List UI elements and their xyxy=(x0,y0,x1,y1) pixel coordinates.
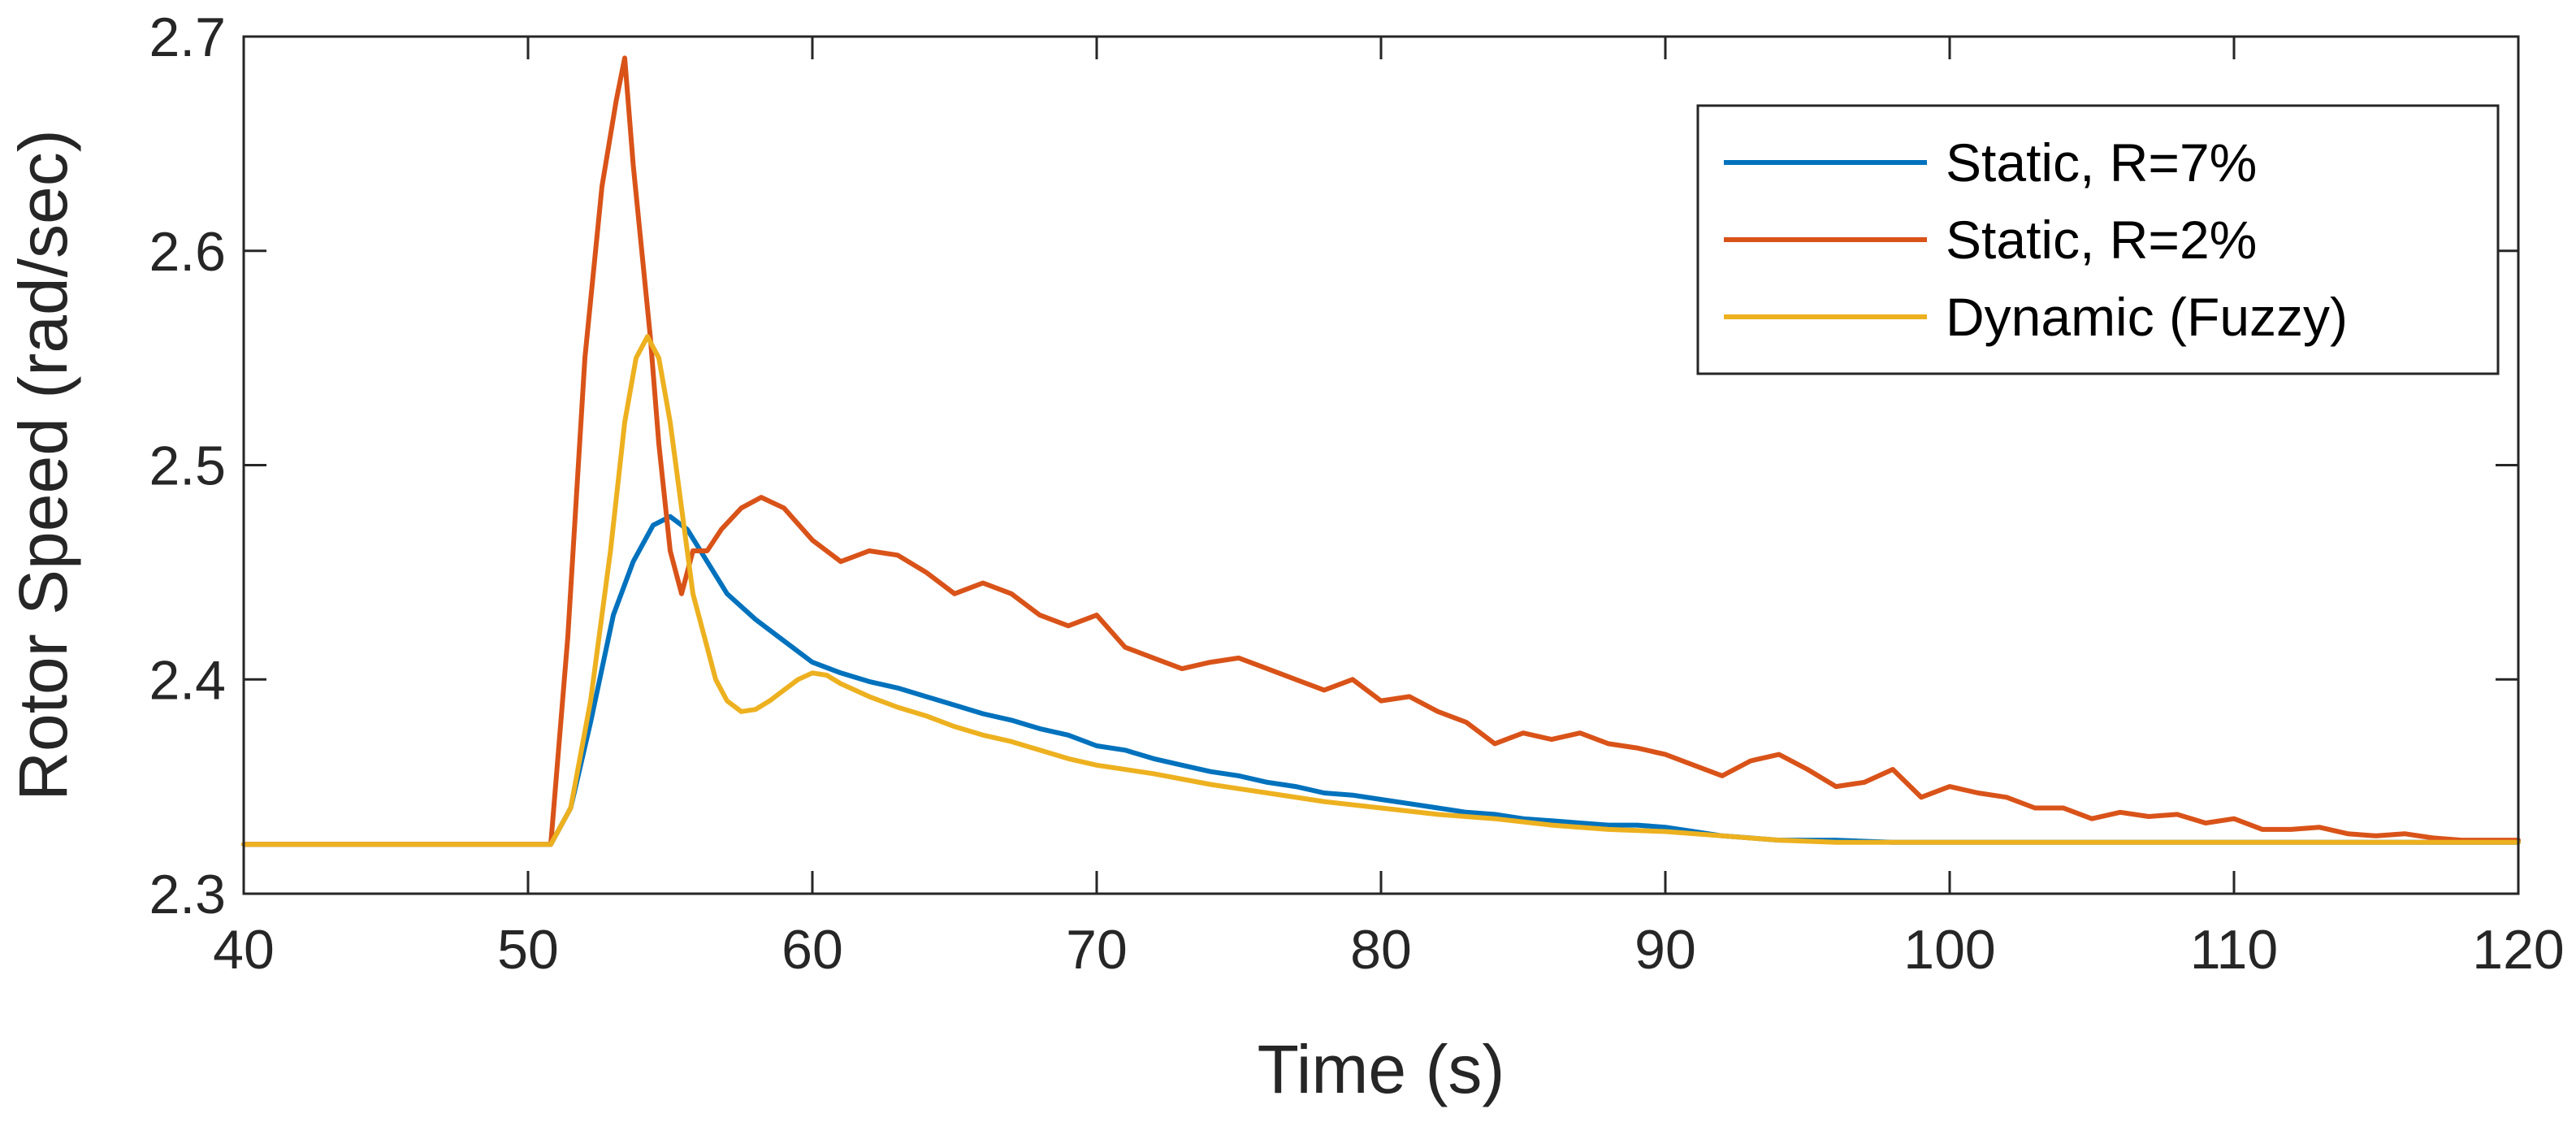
x-tick-label: 120 xyxy=(2472,919,2564,981)
ticks-layer: 40 50 60 70 80 90 100 110 120 2.3 2.4 2.5 2.6 2.7 xyxy=(149,6,2564,981)
x-tick-label: 70 xyxy=(1066,919,1128,981)
x-tick-label: 50 xyxy=(497,919,559,981)
x-tick-label: 60 xyxy=(781,919,843,981)
legend-label-3: Dynamic (Fuzzy) xyxy=(1946,287,2348,347)
y-tick-label: 2.7 xyxy=(149,6,226,68)
legend-label-1: Static, R=7% xyxy=(1946,132,2257,193)
legend-label-2: Static, R=2% xyxy=(1946,210,2257,270)
series-layer xyxy=(241,55,2521,847)
x-tick-label: 90 xyxy=(1634,919,1696,981)
y-tick-label: 2.5 xyxy=(149,435,226,497)
x-tick-label: 80 xyxy=(1350,919,1412,981)
legend-entries: Static, R=7% Static, R=2% Dynamic (Fuzzy) xyxy=(1724,132,2348,347)
y-tick-label: 2.4 xyxy=(149,649,226,711)
x-tick-label: 100 xyxy=(1903,919,1995,981)
x-tick-label: 40 xyxy=(213,919,275,981)
legend: Static, R=7% Static, R=2% Dynamic (Fuzzy) xyxy=(1696,104,2500,375)
series-line-3 xyxy=(241,334,2521,847)
plot-area-frame xyxy=(242,35,2520,895)
x-tick-label: 110 xyxy=(2190,919,2278,981)
y-tick-label: 2.3 xyxy=(149,864,226,925)
y-tick-label: 2.6 xyxy=(149,221,226,283)
series-line-2 xyxy=(241,55,2521,847)
x-axis-label: Time (s) xyxy=(1258,1031,1505,1107)
y-axis-label: Rotor Speed (rad/sec) xyxy=(5,129,81,800)
